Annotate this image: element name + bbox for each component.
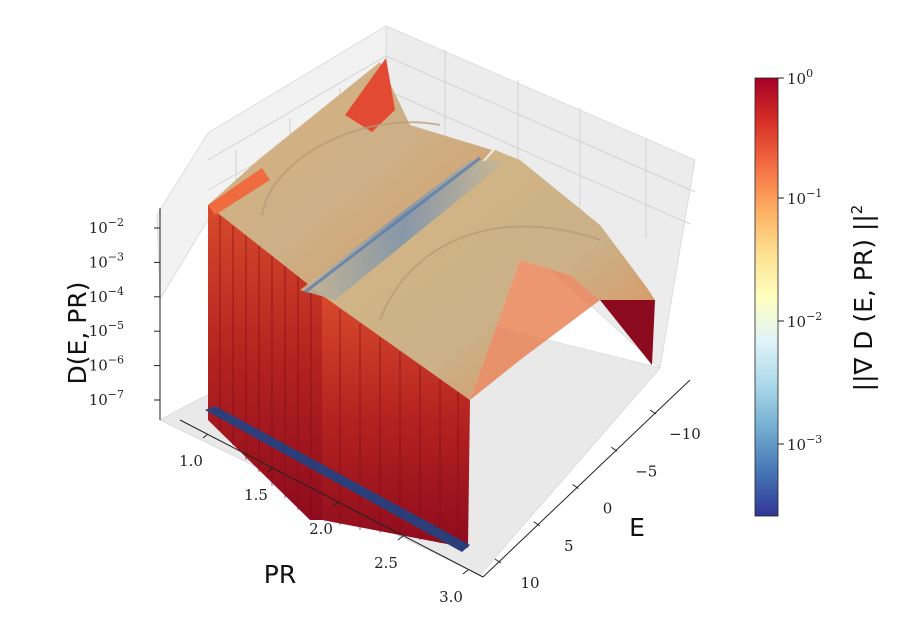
- colorbar-tick-exponent: −3: [806, 433, 822, 446]
- z-tick-label: 10−6: [89, 354, 124, 375]
- surface-ring-left: [261, 121, 441, 216]
- x-axis-label: E: [629, 513, 645, 542]
- z-tick-exponent: −7: [108, 388, 124, 401]
- surface-top-left: [208, 62, 492, 295]
- y-axis: 1.0 1.5 2.0 2.5 3.0 PR: [179, 419, 484, 606]
- x-tick-mark: [649, 409, 657, 415]
- surface-right-tip: [600, 300, 655, 365]
- wall-texture: [219, 216, 459, 546]
- colorbar-tick-label: 10−3: [787, 433, 822, 454]
- x-tick-group: 10 5 0 −5 −10: [494, 409, 701, 592]
- y-tick-mark: [397, 535, 404, 541]
- y-tick-label: 1.0: [179, 452, 203, 470]
- x-tick-mark: [610, 446, 618, 452]
- z-axis-label: D(E, PR): [63, 282, 92, 385]
- z-tick-exponent: −4: [108, 285, 124, 298]
- colorbar-tick-label: 10−1: [787, 187, 822, 208]
- y-tick-label: 2.0: [309, 520, 333, 538]
- z-tick-exponent: −2: [108, 216, 124, 229]
- surface: [205, 58, 655, 552]
- surface-ring-right: [379, 225, 601, 321]
- colorbar-label: ||∇ D (E, PR) ||2: [848, 205, 878, 392]
- y-tick-mark: [267, 467, 274, 473]
- colorbar-tick-label: 100: [787, 67, 813, 88]
- y-tick-label: 2.5: [374, 554, 398, 572]
- y-tick-group: 1.0 1.5 2.0 2.5 3.0: [179, 433, 469, 606]
- z-tick-label: 10−2: [89, 216, 124, 237]
- z-axis: 10−2 10−3 10−4 10−5 10−6 10−7 D(E, PR): [63, 208, 161, 420]
- colorbar-tick-exponent: −2: [806, 310, 822, 323]
- colorbar-tick-group: 100 10−1 10−2 10−3: [778, 67, 822, 454]
- ridge-highlight: [304, 156, 481, 294]
- z-tick-label: 10−5: [89, 319, 124, 340]
- z-tick-exponent: −5: [108, 319, 124, 332]
- colorbar-tick-label: 10−2: [787, 310, 822, 331]
- x-tick-mark: [494, 558, 502, 564]
- z-tick-label: 10−3: [89, 250, 124, 271]
- colorbar-tick-exponent: 0: [806, 67, 813, 80]
- x-tick-label: 10: [520, 574, 539, 592]
- y-tick-mark: [202, 433, 209, 439]
- colorbar-tick-exponent: −1: [806, 187, 822, 200]
- x-tick-label: 5: [564, 537, 574, 555]
- y-tick-mark: [332, 501, 339, 507]
- surface-left-wall: [208, 205, 322, 520]
- z-tick-group: 10−2 10−3 10−4 10−5 10−6 10−7: [89, 216, 160, 409]
- x-tick-mark: [533, 521, 541, 527]
- colorbar-label-exponent: 2: [848, 205, 866, 215]
- surface-top-right: [322, 150, 655, 400]
- surface-right-rim: [470, 260, 600, 400]
- surface-left-edge: [208, 168, 270, 215]
- z-tick-exponent: −3: [108, 250, 124, 263]
- colorbar: 100 10−1 10−2 10−3 ||∇ D (E, PR) ||2: [754, 67, 878, 517]
- surface-ridge: [300, 160, 505, 300]
- z-tick-exponent: −6: [108, 354, 124, 367]
- y-axis-label: PR: [264, 560, 296, 589]
- y-tick-label: 3.0: [439, 588, 463, 606]
- y-tick-mark: [462, 569, 469, 575]
- x-tick-mark: [572, 484, 579, 489]
- z-tick-label: 10−4: [89, 285, 124, 306]
- x-axis: 10 5 0 −5 −10 E: [482, 379, 701, 592]
- x-tick-label: 0: [603, 500, 613, 518]
- surface-base-strip: [205, 406, 470, 552]
- surface-crest: [345, 58, 395, 132]
- z-tick-label: 10−7: [89, 388, 124, 409]
- colorbar-gradient: [754, 77, 779, 517]
- grid-lines: [207, 50, 696, 240]
- x-tick-label: −10: [669, 425, 701, 443]
- y-tick-label: 1.5: [244, 486, 268, 504]
- x-tick-label: −5: [635, 462, 657, 480]
